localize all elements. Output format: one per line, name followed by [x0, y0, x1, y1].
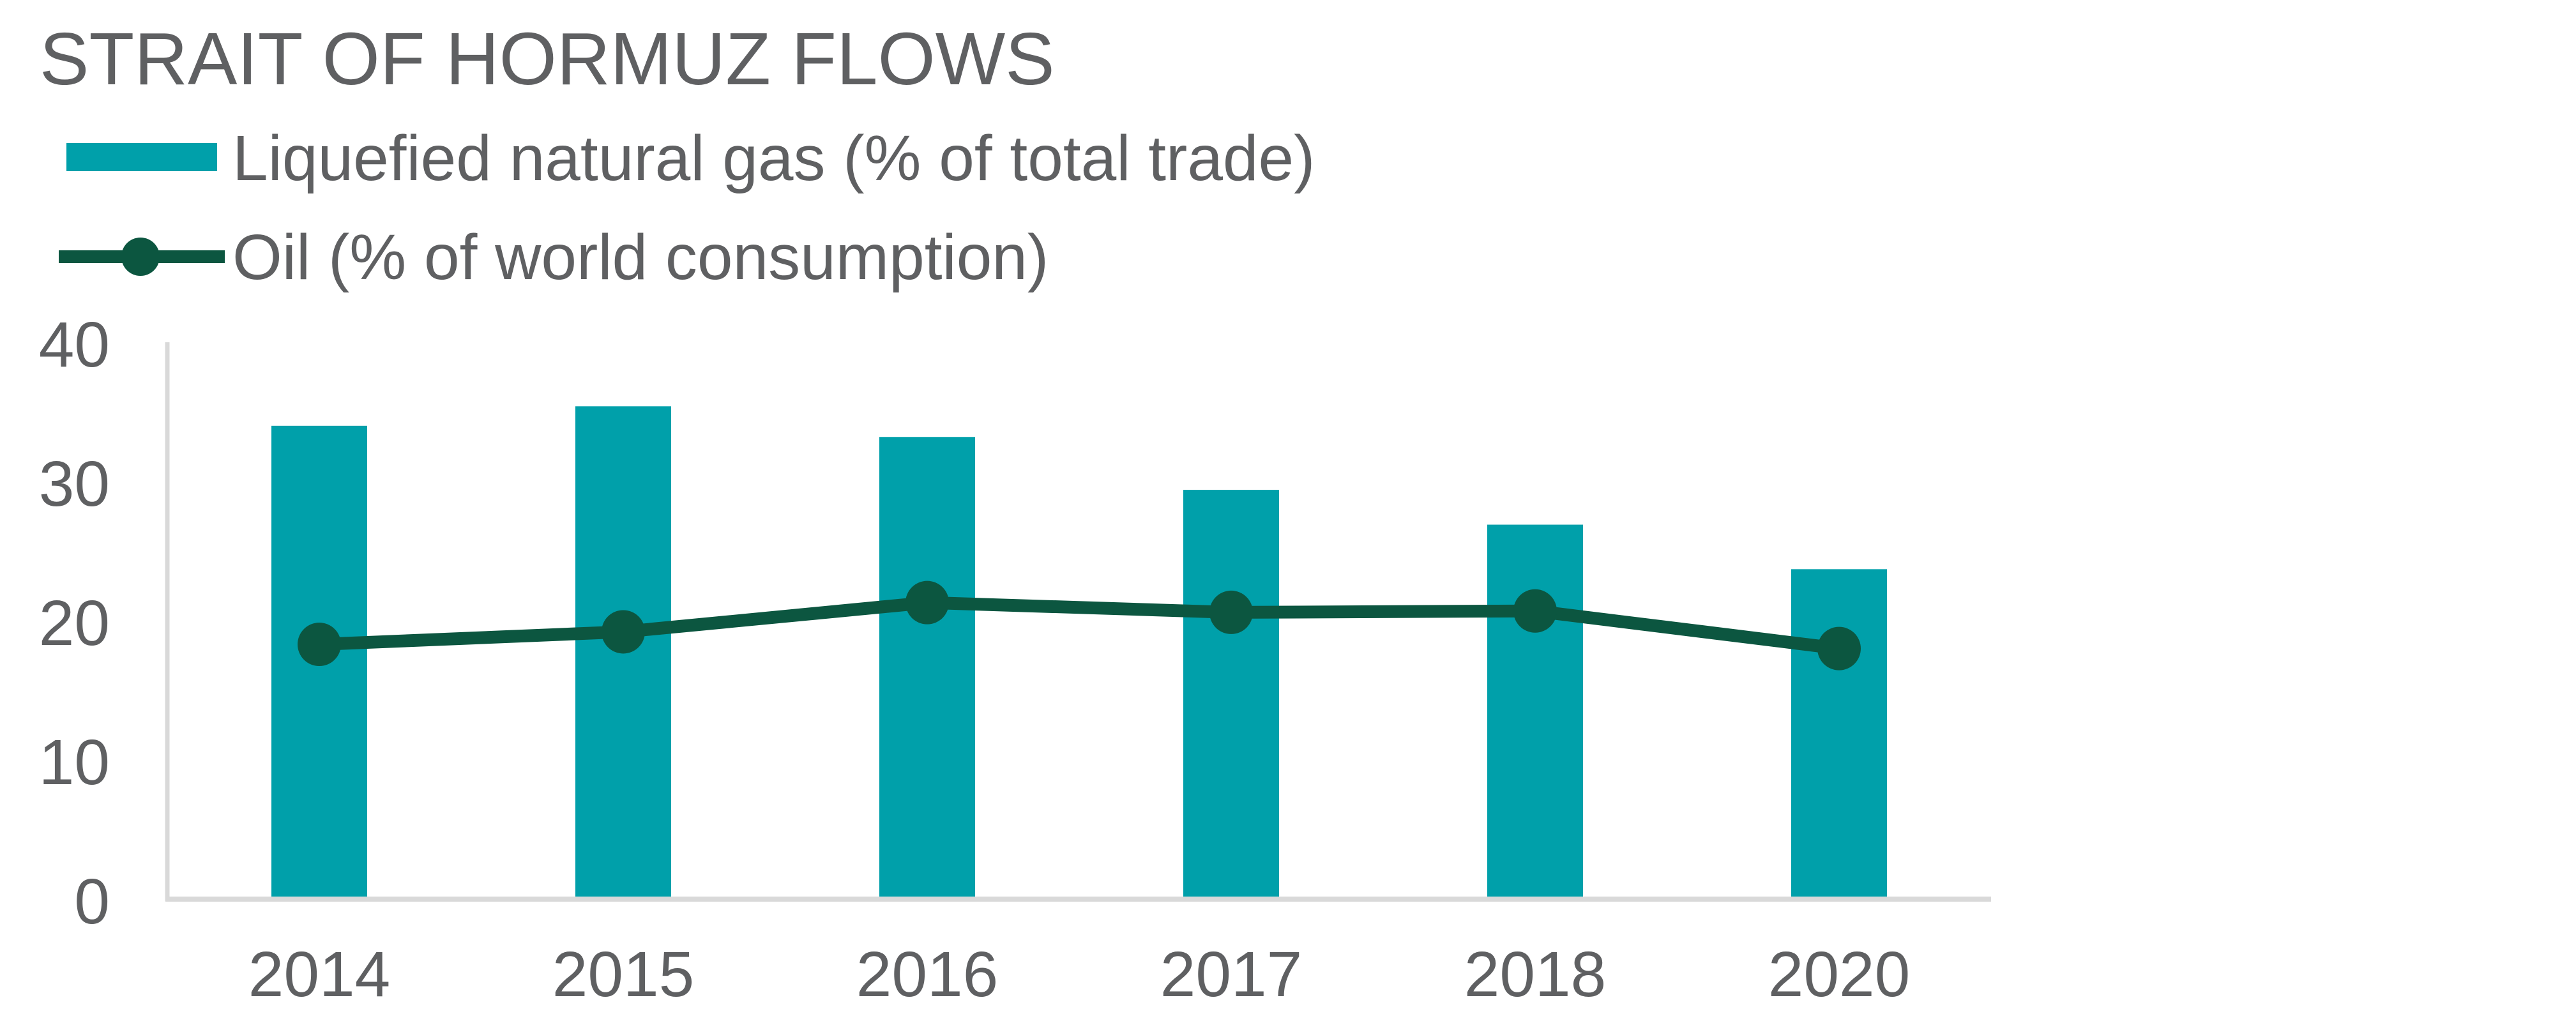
y-tick-label: 0 — [74, 866, 110, 937]
legend-swatch-lng — [66, 143, 217, 171]
x-tick-label-2016: 2016 — [856, 939, 998, 1010]
y-tick-label: 30 — [39, 448, 110, 520]
y-tick-label: 40 — [39, 309, 110, 381]
legend-swatch-oil — [59, 238, 225, 276]
point-oil-2018 — [1513, 589, 1557, 633]
bar-lng-2016 — [879, 437, 975, 899]
y-tick-label: 20 — [39, 587, 110, 659]
chart-title: STRAIT OF HORMUZ FLOWS — [40, 17, 1055, 100]
point-oil-2020 — [1817, 626, 1861, 671]
x-tick-label-2015: 2015 — [552, 939, 694, 1010]
legend-label-lng: Liquefied natural gas (% of total trade) — [232, 123, 1315, 194]
point-oil-2014 — [298, 623, 341, 667]
x-tick-label-2017: 2017 — [1160, 939, 1302, 1010]
point-oil-2015 — [602, 610, 645, 654]
y-tick-label: 10 — [39, 727, 110, 798]
x-tick-label-2018: 2018 — [1464, 939, 1606, 1010]
bar-lng-2018 — [1487, 524, 1583, 899]
x-tick-label-2014: 2014 — [248, 939, 390, 1010]
bar-lng-2017 — [1183, 490, 1279, 899]
point-oil-2017 — [1209, 590, 1253, 634]
legend-label-oil: Oil (% of world consumption) — [232, 222, 1049, 293]
x-tick-label-2020: 2020 — [1768, 939, 1910, 1010]
line-oil — [313, 596, 1845, 655]
point-oil-2016 — [905, 580, 949, 625]
bar-lng-2020 — [1791, 569, 1887, 899]
